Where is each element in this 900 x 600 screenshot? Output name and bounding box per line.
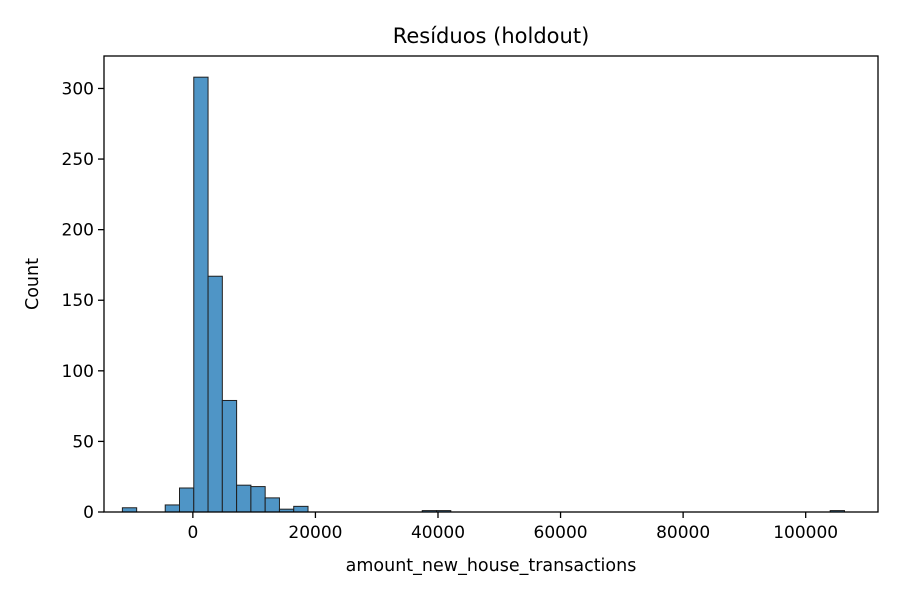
- x-tick-label: 0: [187, 523, 198, 543]
- x-tick-label: 40000: [411, 523, 465, 543]
- y-axis-ticks: 0 50 100 150 200 250 300: [62, 79, 104, 523]
- x-tick-label: 60000: [534, 523, 588, 543]
- y-tick-label: 100: [62, 362, 94, 382]
- histogram-bar: [293, 505, 309, 513]
- x-tick-label: 100000: [773, 523, 838, 543]
- x-axis-ticks: 0 20000 40000 60000 80000 100000: [187, 512, 838, 543]
- histogram-bar: [236, 484, 252, 513]
- histogram-bar: [221, 399, 238, 513]
- histogram-bar: [250, 486, 266, 513]
- y-tick-label: 150: [62, 291, 94, 311]
- x-tick-label: 80000: [656, 523, 710, 543]
- histogram-bar: [193, 76, 209, 513]
- y-tick-label: 50: [72, 432, 94, 452]
- histogram-bar: [179, 487, 195, 513]
- y-tick-label: 200: [62, 221, 94, 241]
- x-tick-label: 20000: [288, 523, 342, 543]
- histogram-bar: [164, 504, 181, 513]
- y-tick-label: 250: [62, 150, 94, 170]
- chart-title: Resíduos (holdout): [393, 24, 590, 48]
- y-axis-label: Count: [23, 258, 43, 310]
- histogram-bar: [264, 497, 280, 513]
- y-tick-label: 300: [62, 79, 94, 99]
- x-axis-label: amount_new_house_transactions: [346, 556, 637, 576]
- y-tick-label: 0: [83, 503, 94, 523]
- histogram-bar: [207, 275, 223, 513]
- bars-group: [121, 76, 845, 513]
- plot-frame: [103, 55, 879, 513]
